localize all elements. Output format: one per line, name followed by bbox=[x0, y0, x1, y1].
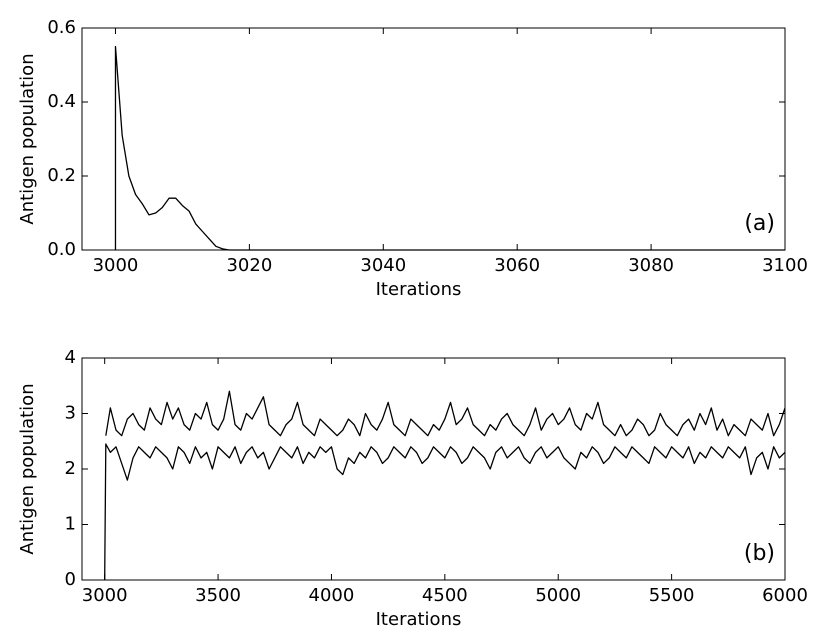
y-tick-label: 0.4 bbox=[47, 91, 76, 112]
x-tick-label: 4000 bbox=[309, 585, 355, 606]
y-axis-label: Antigen population bbox=[17, 53, 38, 224]
x-tick-label: 3000 bbox=[82, 585, 128, 606]
y-tick-label: 0.2 bbox=[47, 165, 76, 186]
subplot: 3000 3500 4000 4500 5000 5500 6000 0 1 2 3 4 Iterati… bbox=[17, 347, 808, 626]
y-tick-label: 0.0 bbox=[47, 239, 76, 260]
annotation: (a) bbox=[744, 211, 775, 236]
y-tick-label: 3 bbox=[65, 403, 76, 424]
x-axis-label: Iterations bbox=[376, 279, 462, 300]
x-tick-label: 5000 bbox=[535, 585, 581, 606]
x-tick-label: 3040 bbox=[360, 255, 406, 276]
x-tick-label: 3020 bbox=[226, 255, 272, 276]
x-tick-label: 3100 bbox=[762, 255, 808, 276]
x-tick-label: 3000 bbox=[93, 255, 139, 276]
x-tick-label: 3500 bbox=[195, 585, 241, 606]
axes-frame bbox=[81, 27, 786, 251]
x-tick-label: 5500 bbox=[649, 585, 695, 606]
subplot: 3000 3020 3040 3060 3080 3100 0.0 0.2 0.4 0.6 Iter… bbox=[17, 17, 808, 300]
y-tick-label: 1 bbox=[65, 514, 76, 535]
x-tick-label: 3060 bbox=[494, 255, 540, 276]
annotation: (b) bbox=[744, 541, 775, 566]
y-tick-label: 0.6 bbox=[47, 17, 76, 38]
y-axis-label: Antigen population bbox=[17, 383, 38, 554]
x-tick-label: 6000 bbox=[762, 585, 808, 606]
y-tick-label: 2 bbox=[65, 458, 76, 479]
y-tick-label: 0 bbox=[65, 569, 76, 590]
series-line bbox=[114, 45, 785, 251]
y-tick-label: 4 bbox=[65, 347, 76, 368]
x-axis-label: Iterations bbox=[376, 609, 462, 626]
x-tick-label: 3080 bbox=[628, 255, 674, 276]
axes-frame bbox=[81, 357, 786, 581]
plot-area bbox=[104, 390, 785, 581]
plot-area bbox=[114, 45, 785, 251]
series-line bbox=[105, 390, 785, 437]
x-tick-label: 4500 bbox=[422, 585, 468, 606]
series-line bbox=[104, 443, 785, 581]
